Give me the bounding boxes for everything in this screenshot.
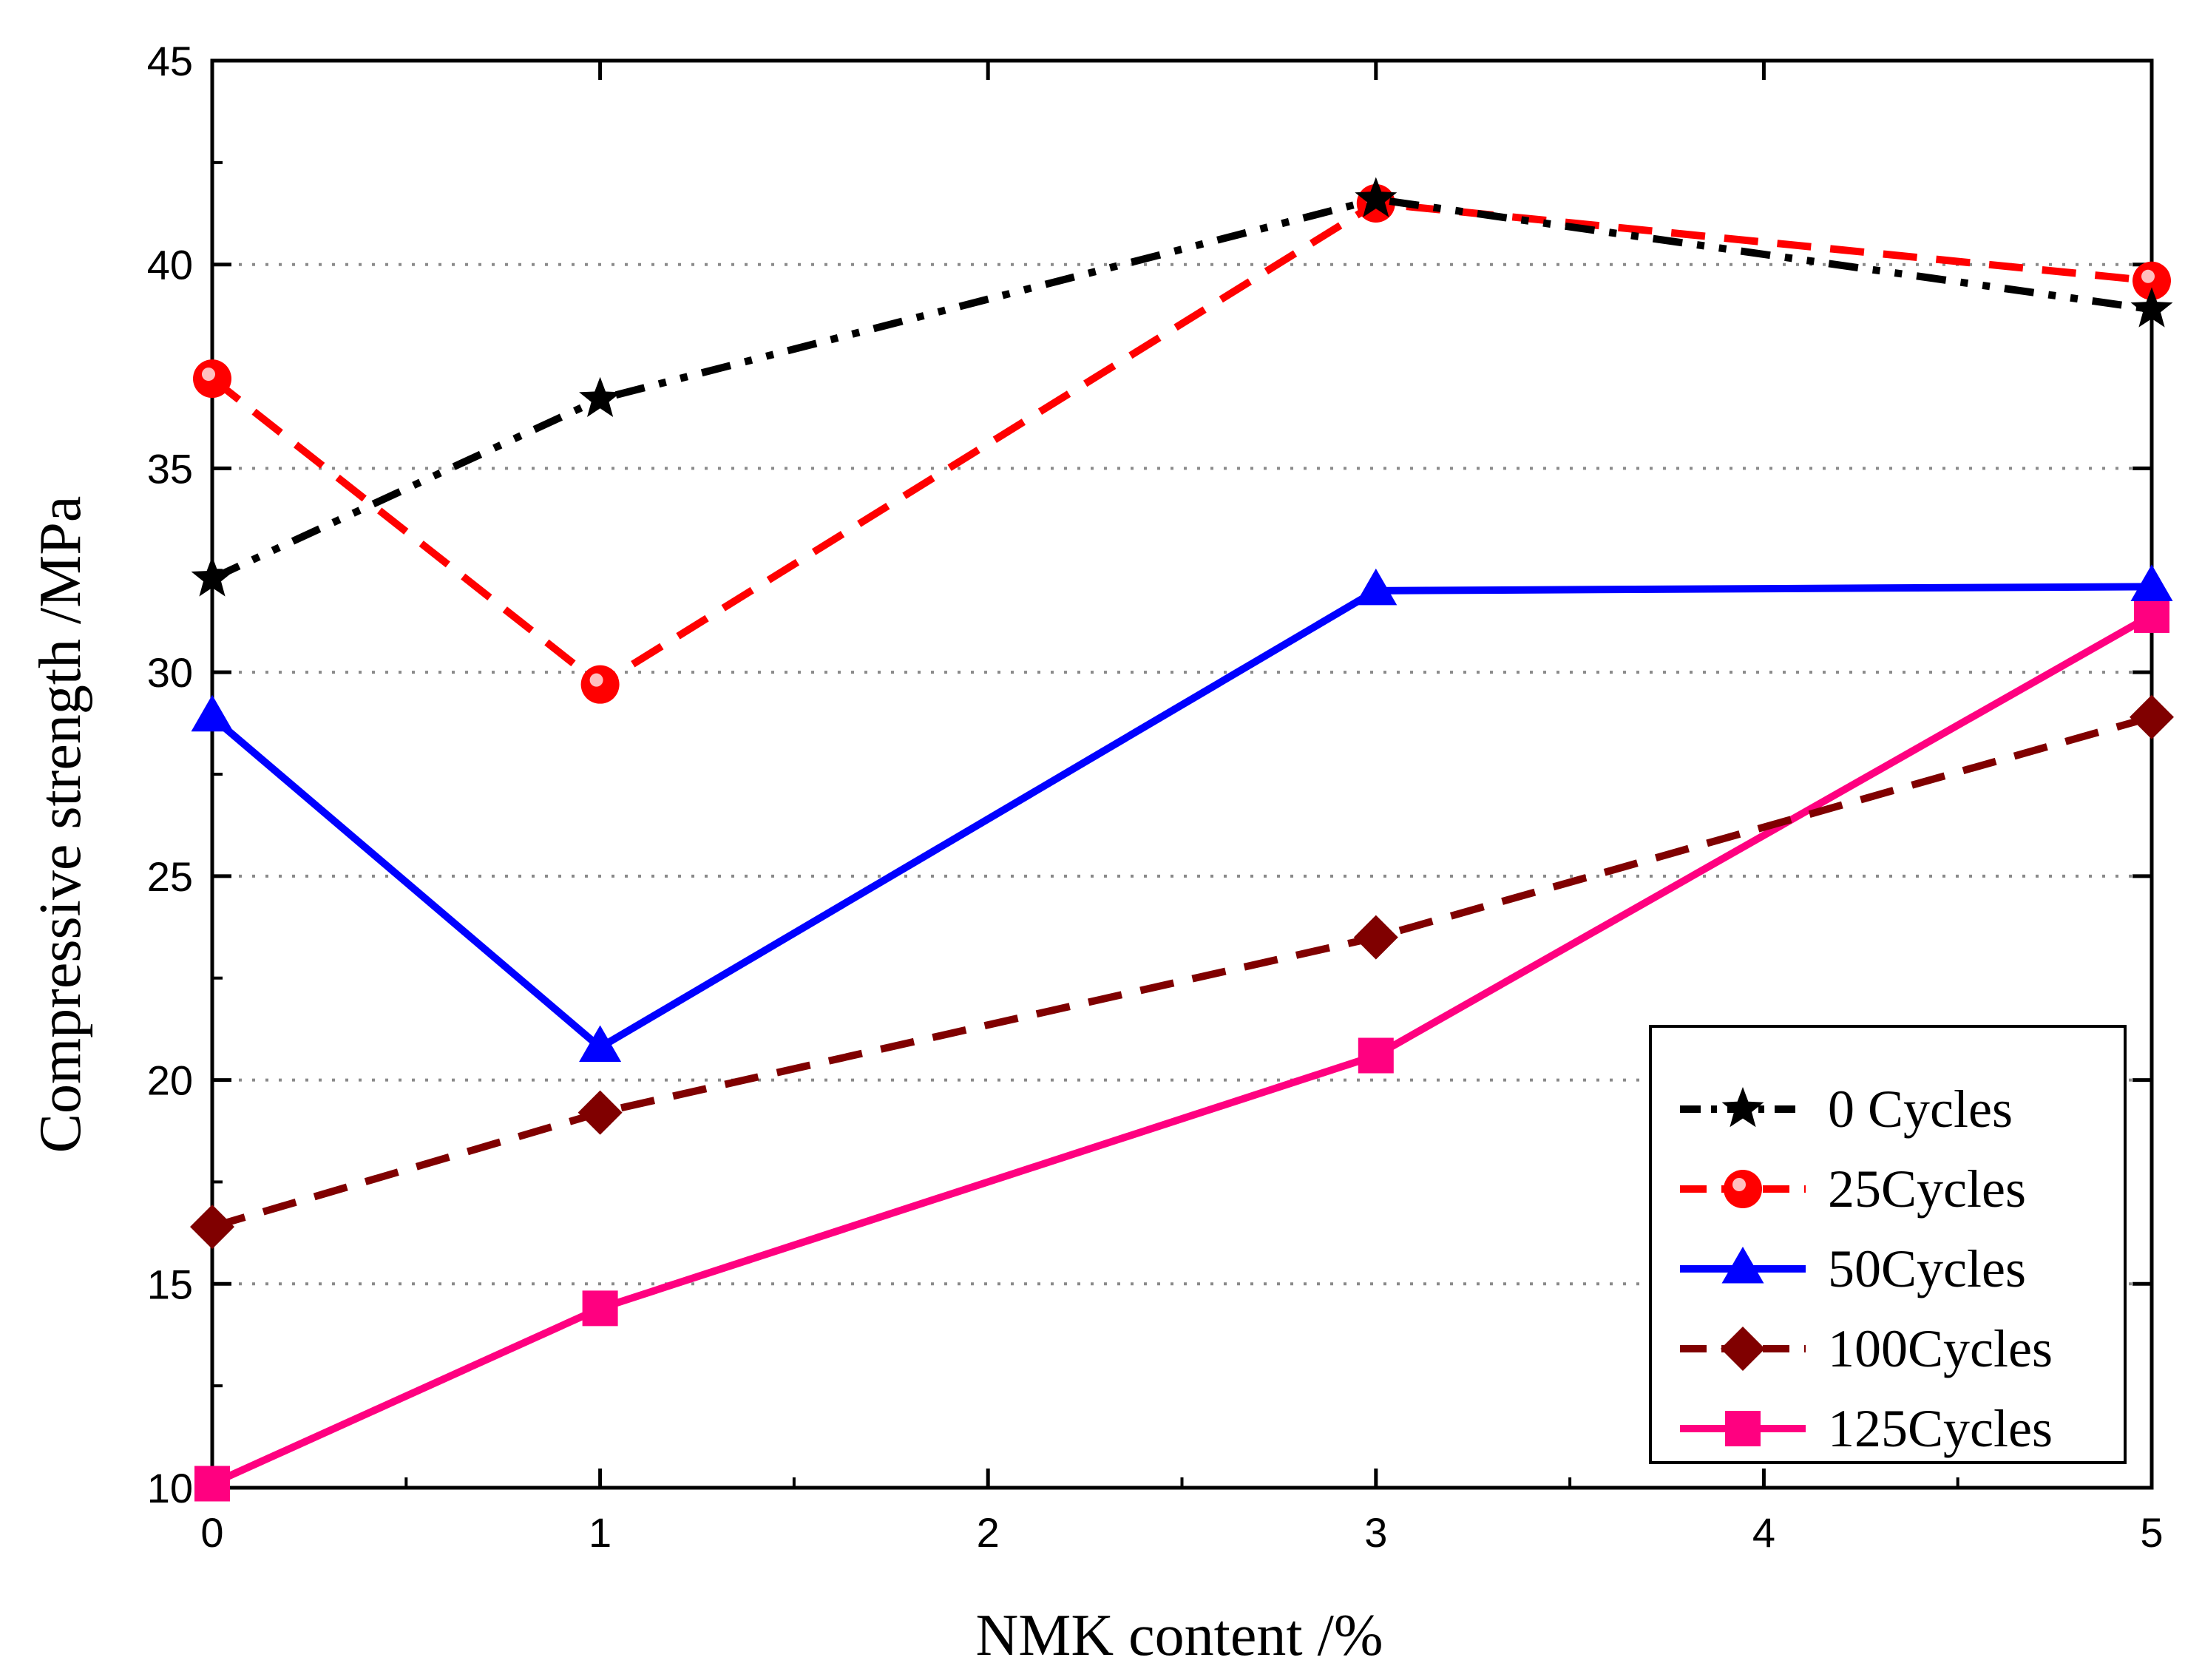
x-tick-label-5: 5 [2140,1509,2163,1556]
data-point-100cycles-5 [2130,694,2174,739]
data-point-125cycles-1 [582,1290,618,1327]
y-tick-label-15: 15 [147,1261,193,1307]
legend-label-25cycles: 25Cycles [1828,1159,2026,1219]
legend-box [1649,1025,2127,1464]
legend-marker-50cycles [1721,1247,1764,1284]
series-100cycles [190,694,2174,1250]
series-50cycles [191,564,2173,1062]
y-tick-label-45: 45 [147,38,193,84]
data-point-100cycles-0 [190,1205,234,1250]
data-point-25cycles-5-highlight [2141,269,2155,283]
x-tick-label-3: 3 [1364,1509,1387,1556]
legend-label-50cycles: 50Cycles [1828,1239,2026,1298]
y-tick-label-40: 40 [147,242,193,288]
legend-marker-0-cycles [1721,1087,1764,1128]
legend-entry-50cycles: 50Cycles [1680,1239,2026,1298]
x-tick-label-4: 4 [1752,1509,1775,1556]
legend-entry-0-cycles: 0 Cycles [1680,1080,2013,1139]
data-point-50cycles-1 [579,1025,622,1062]
series-line-125cycles [210,612,2154,1488]
y-tick-label-20: 20 [147,1057,193,1104]
series-line-50cycles [209,583,2152,1051]
data-point-50cycles-3 [1355,568,1398,606]
data-point-0-cycles-1 [579,376,622,417]
data-point-125cycles-0 [194,1466,230,1502]
series-line-100cycles [211,713,2153,1230]
legend-marker-100cycles [1721,1327,1765,1371]
legend: 0 Cycles 25Cycles 50Cycles 100Cycles 125Cycl… [1649,1025,2127,1464]
legend-entry-125cycles: 125Cycles [1680,1399,2053,1458]
legend-entry-100cycles: 100Cycles [1680,1319,2053,1378]
legend-entry-25cycles: 25Cycles [1680,1159,2026,1219]
data-point-0-cycles-5 [2130,287,2173,328]
series-0-cycles [191,177,2173,597]
legend-label-100cycles: 100Cycles [1828,1319,2053,1378]
data-point-0-cycles-0 [191,556,234,597]
y-tick-label-10: 10 [147,1465,193,1511]
legend-label-125cycles: 125Cycles [1828,1399,2053,1458]
data-point-25cycles-1-highlight [589,673,603,687]
data-point-25cycles-0-highlight [202,368,215,382]
x-tick-label-1: 1 [589,1509,612,1556]
data-point-50cycles-5 [2130,564,2173,601]
data-point-100cycles-3 [1353,915,1398,960]
data-point-125cycles-3 [1358,1037,1394,1074]
series-125cycles [194,597,2169,1502]
data-point-100cycles-1 [577,1090,623,1135]
y-tick-label-30: 30 [147,649,193,696]
x-tick-label-2: 2 [977,1509,1000,1556]
data-series [190,177,2174,1502]
data-point-50cycles-0 [191,694,234,732]
x-axis-title: NMK content /% [975,1603,1383,1668]
series-line-0-cycles [210,195,2152,582]
legend-label-0-cycles: 0 Cycles [1828,1080,2013,1139]
data-point-125cycles-5 [2134,597,2169,633]
y-tick-label-25: 25 [147,853,193,900]
y-tick-label-35: 35 [147,445,193,492]
y-axis-title: Compressive strength /MPa [28,496,93,1154]
legend-marker-25cycles-highlight [1732,1178,1746,1191]
legend-marker-125cycles [1725,1411,1761,1446]
x-tick-label-0: 0 [200,1509,223,1556]
data-point-0-cycles-3 [1355,177,1398,217]
